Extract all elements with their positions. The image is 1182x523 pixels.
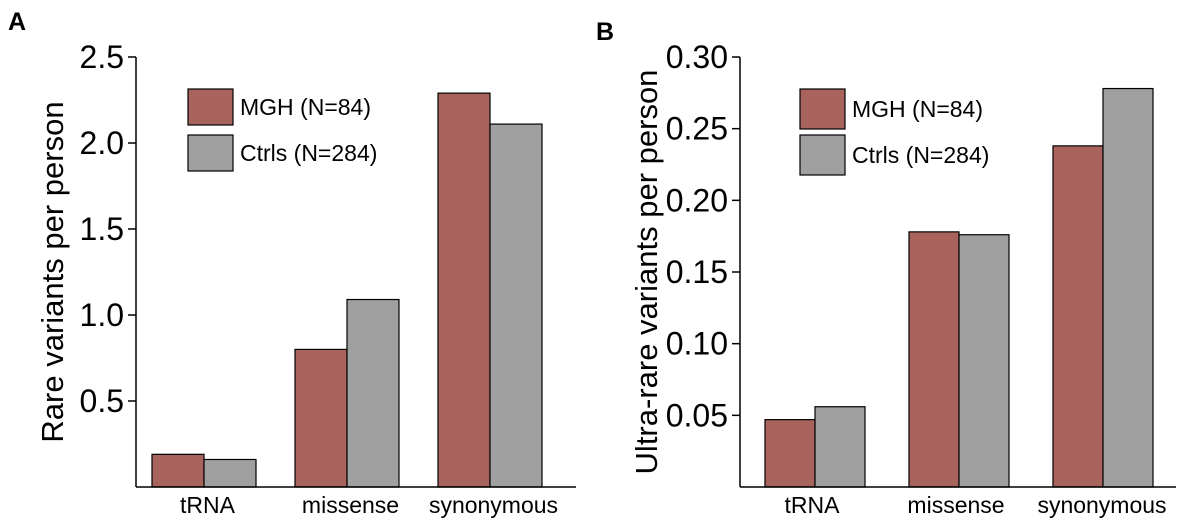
panel-a-bar-synonymous-ctrls [489, 123, 543, 488]
panel-b-ytick-label-1: 0.10 [666, 326, 728, 362]
panel-a-legend-label-mgh: MGH (N=84) [240, 94, 371, 120]
panel-a-letter: A [8, 8, 26, 36]
panel-a-bar-missense-mgh [294, 348, 348, 488]
panel-a-xtick-label-missense: missense [302, 492, 399, 518]
panel-b-bar-missense-ctrls [958, 234, 1010, 488]
panel-b-legend-label-ctrls: Ctrls (N=284) [852, 142, 989, 168]
panel-a-ytick-label-0: 0.5 [80, 383, 124, 419]
panel-b-bar-missense-mgh [908, 231, 960, 488]
panel-b-bar-tRNA-mgh [764, 419, 816, 488]
panel-a-legend-label-ctrls: Ctrls (N=284) [240, 140, 377, 166]
panel-b-legend-swatch-ctrls [799, 134, 846, 176]
panel-b-ytick-label-4: 0.25 [666, 111, 728, 147]
panel-a-bar-tRNA-mgh [151, 453, 205, 488]
panel-b-xtick-label-tRNA: tRNA [785, 492, 841, 518]
panel-b-xtick-label-missense: missense [907, 492, 1004, 518]
panel-a-bar-synonymous-mgh [437, 92, 491, 488]
panel-b-legend-label-mgh: MGH (N=84) [852, 96, 983, 122]
panel-b-ytick-label-0: 0.05 [666, 397, 728, 433]
panel-b-letter: B [596, 18, 614, 46]
panel-a-legend-swatch-ctrls [187, 134, 234, 172]
panel-a-ytick-label-4: 2.5 [80, 39, 124, 75]
panel-a-ylabel: Rare variants per person [35, 101, 70, 442]
panel-a-bar-tRNA-ctrls [203, 458, 257, 488]
panel-b-ytick-label-2: 0.15 [666, 254, 728, 290]
panel-a-legend-swatch-mgh [187, 88, 234, 126]
panel-a-ytick-label-3: 2.0 [80, 125, 124, 161]
panel-b-ytick-label-3: 0.20 [666, 182, 728, 218]
panel-a-bar-missense-ctrls [346, 298, 400, 488]
panel-b-ylabel: Ultra-rare variants per person [629, 70, 664, 475]
panel-b-bar-tRNA-ctrls [814, 406, 866, 488]
panel-b-bar-synonymous-ctrls [1102, 87, 1154, 488]
panel-b-xtick-label-synonymous: synonymous [1037, 492, 1166, 518]
panel-b-legend-swatch-mgh [799, 88, 846, 130]
panel-b-ytick-label-5: 0.30 [666, 39, 728, 75]
panel-a-xtick-label-tRNA: tRNA [180, 492, 236, 518]
panel-b-bar-synonymous-mgh [1052, 145, 1104, 488]
panel-a-xtick-label-synonymous: synonymous [429, 492, 558, 518]
panel-a-ytick-label-2: 1.5 [80, 211, 124, 247]
panel-a-ytick-label-1: 1.0 [80, 297, 124, 333]
